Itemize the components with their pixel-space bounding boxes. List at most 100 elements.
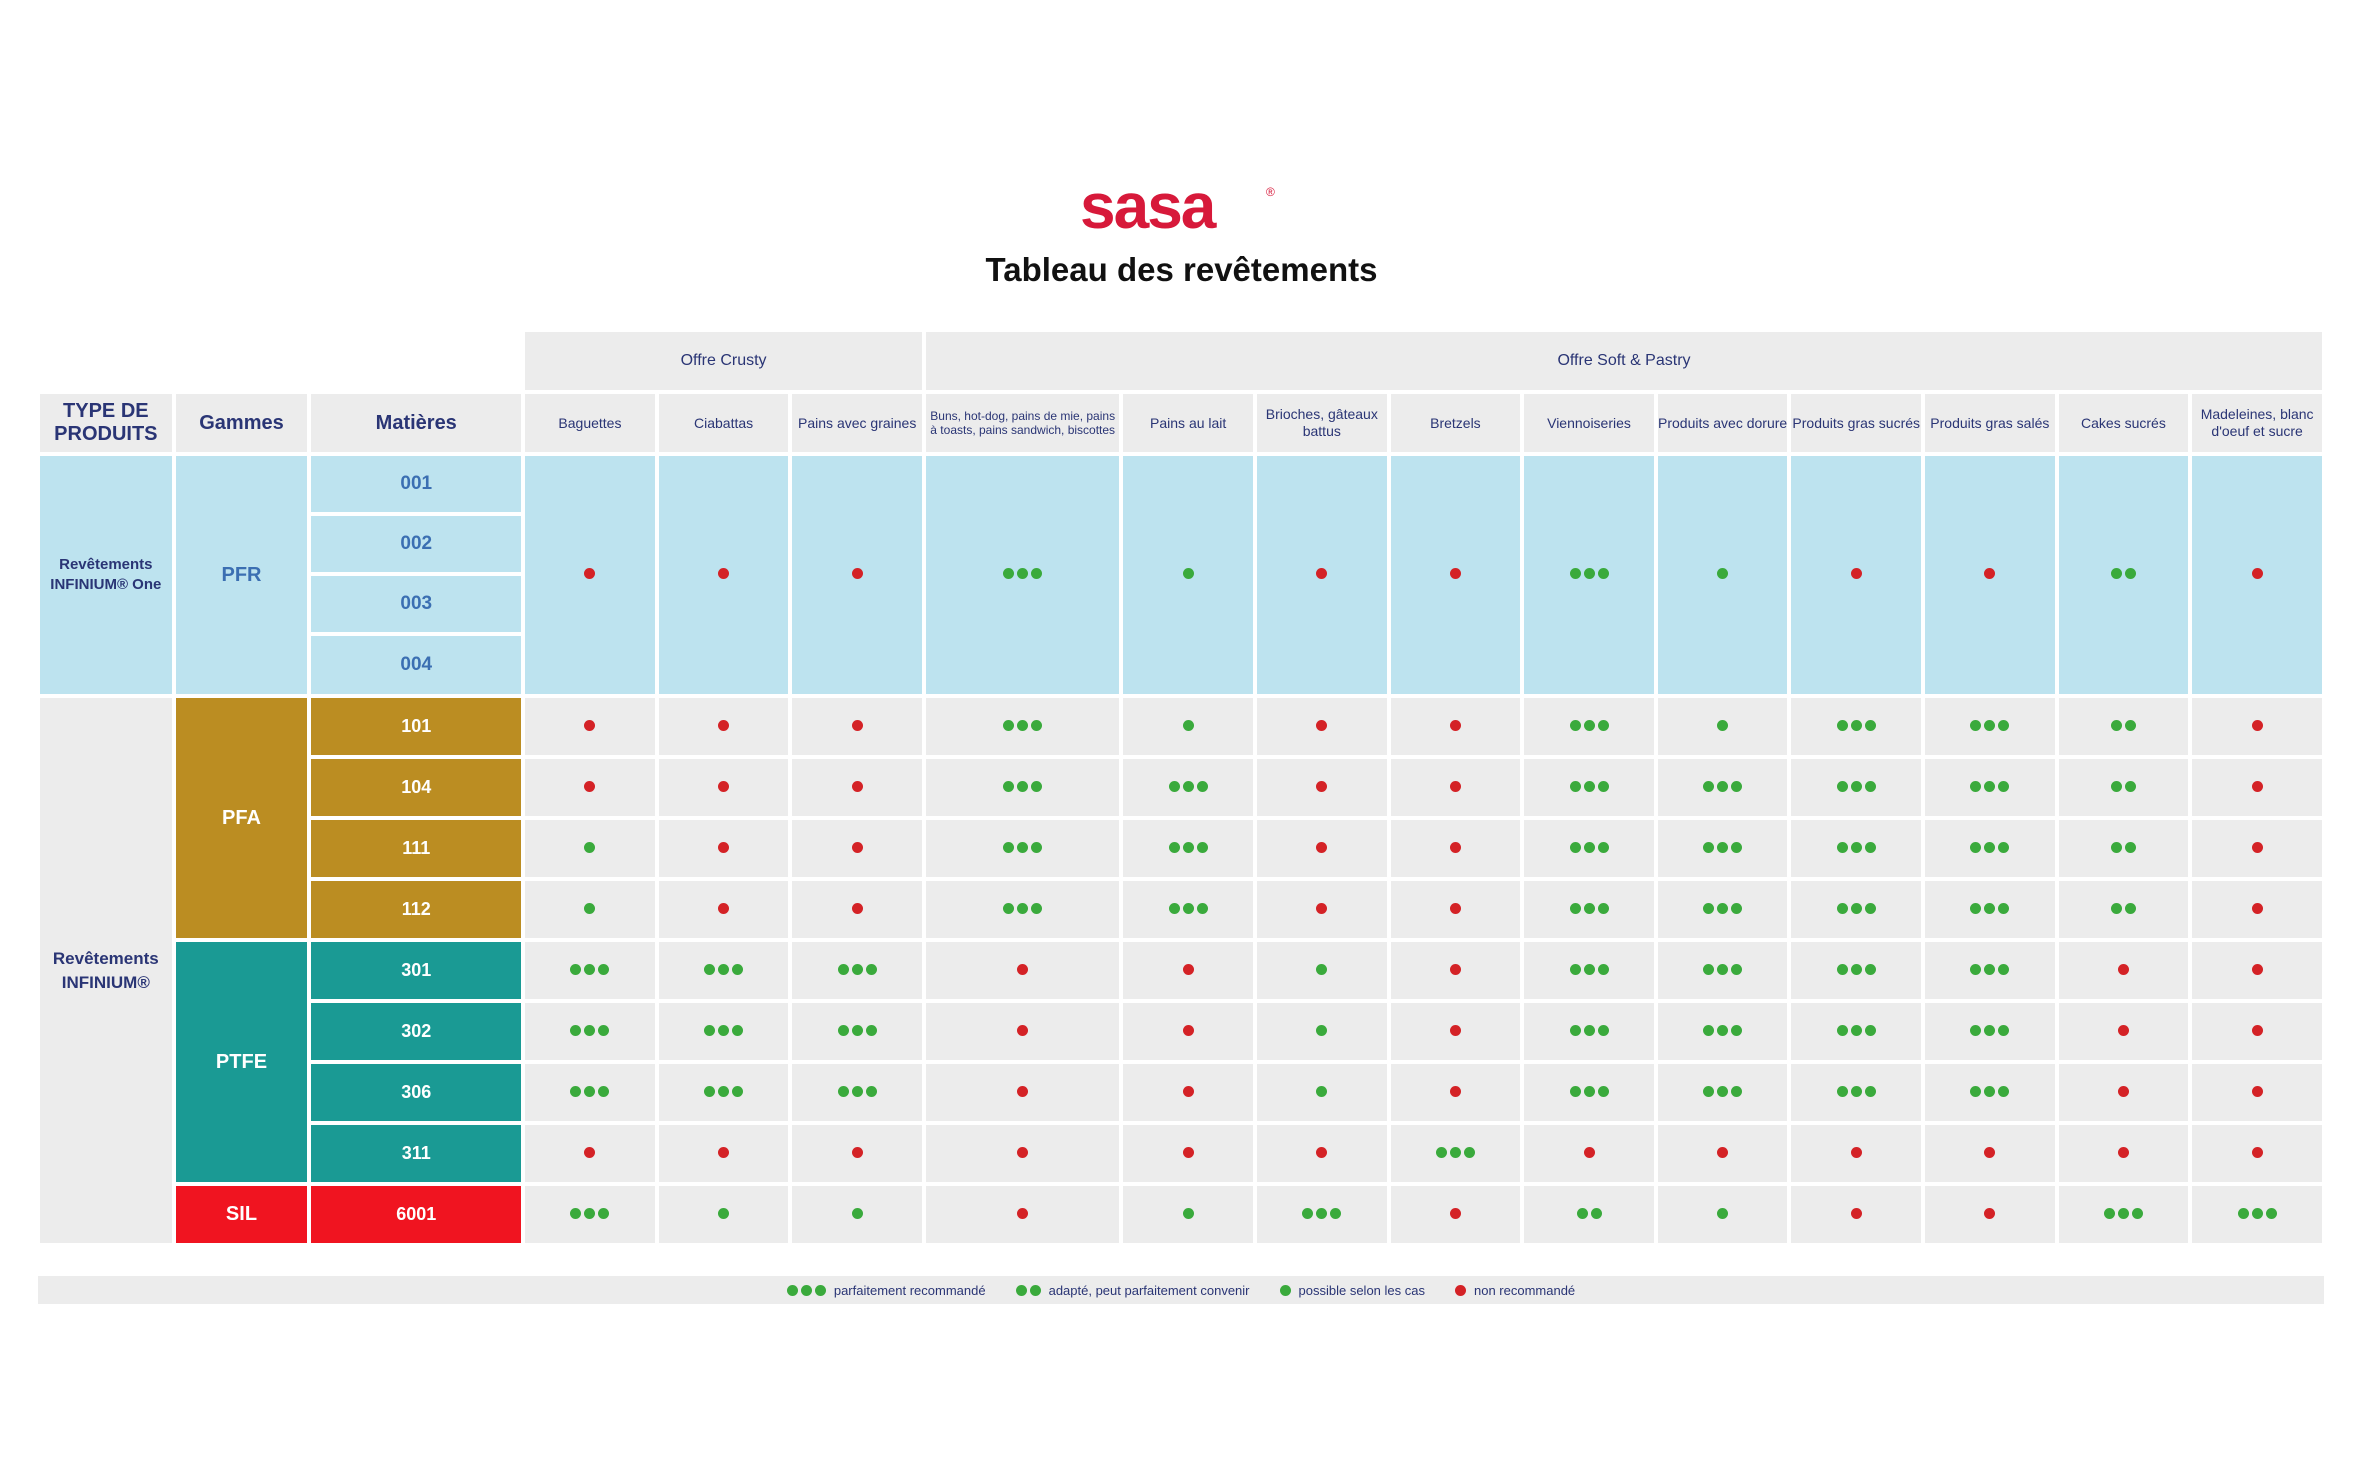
green-dot-icon <box>1836 902 1848 914</box>
rating-3-dots <box>2103 1207 2143 1219</box>
red-dot-icon <box>718 902 730 914</box>
red-dot-icon <box>2251 568 2263 579</box>
rating-3-dots <box>1836 963 1876 975</box>
green-dot-icon <box>1569 902 1581 914</box>
rating-not-recommended <box>1316 719 1328 731</box>
green-dot-icon <box>598 1207 610 1219</box>
green-dot-icon <box>1717 902 1729 914</box>
matiere-code: 302 <box>311 1003 522 1060</box>
rating-cell <box>525 1003 655 1060</box>
red-dot-icon <box>1182 1085 1194 1097</box>
rating-cell <box>1657 456 1788 694</box>
matiere-code: 306 <box>311 1064 522 1121</box>
rating-cell <box>1791 1186 1922 1243</box>
green-dot-icon <box>1017 780 1029 792</box>
rating-not-recommended <box>2251 1085 2263 1097</box>
rating-cell <box>658 1186 789 1243</box>
rating-3-dots <box>1703 963 1743 975</box>
rating-3-dots <box>1836 719 1876 731</box>
rating-cell <box>525 698 655 755</box>
rating-cell <box>1524 942 1654 999</box>
group-header: Offre Crusty <box>525 332 922 390</box>
green-dot-icon <box>570 963 582 975</box>
rating-3-dots <box>570 963 610 975</box>
green-dot-icon <box>1998 780 2010 792</box>
green-dot-icon <box>584 841 596 853</box>
rating-cell <box>1256 820 1387 877</box>
rating-cell <box>1390 942 1521 999</box>
rating-not-recommended <box>2251 1146 2263 1158</box>
red-dot-icon <box>1717 1146 1729 1158</box>
green-dot-icon <box>1984 841 1996 853</box>
green-dot-icon <box>1182 902 1194 914</box>
green-dot-icon <box>1449 1146 1461 1158</box>
rating-cell <box>525 881 655 938</box>
rating-cell <box>1524 820 1654 877</box>
green-dot-icon <box>1182 1207 1194 1219</box>
green-dot-icon <box>786 1284 798 1296</box>
rating-cell <box>1925 1186 2055 1243</box>
rating-3-dots <box>1703 841 1743 853</box>
green-dot-icon <box>837 963 849 975</box>
rating-1-dots <box>584 841 596 853</box>
rating-cell <box>925 1003 1120 1060</box>
rating-not-recommended <box>2117 1024 2129 1036</box>
red-dot-icon <box>1449 841 1461 853</box>
rating-3-dots <box>1836 1024 1876 1036</box>
rating-not-recommended <box>851 841 863 853</box>
column-header: Brioches, gâteaux battus <box>1256 394 1387 452</box>
green-dot-icon <box>1316 963 1328 975</box>
rating-not-recommended <box>2251 902 2263 914</box>
rating-not-recommended <box>2251 719 2263 731</box>
matiere-code: 104 <box>311 759 522 816</box>
rating-cell <box>1791 698 1922 755</box>
red-dot-icon <box>1850 568 1862 579</box>
rating-cell <box>792 1125 922 1182</box>
green-dot-icon <box>1182 841 1194 853</box>
rating-cell <box>1791 456 1922 694</box>
rating-cell <box>525 942 655 999</box>
column-header: Cakes sucrés <box>2058 394 2189 452</box>
rating-not-recommended <box>1017 1024 1029 1036</box>
green-dot-icon <box>1569 568 1581 579</box>
column-header: Produits avec dorure <box>1657 394 1788 452</box>
green-dot-icon <box>1970 780 1982 792</box>
green-dot-icon <box>1569 963 1581 975</box>
green-dot-icon <box>2124 902 2136 914</box>
green-dot-icon <box>1196 780 1208 792</box>
red-dot-icon <box>1449 963 1461 975</box>
rating-cell <box>792 698 922 755</box>
rating-cell <box>2058 942 2189 999</box>
red-dot-icon <box>1182 1146 1194 1158</box>
green-dot-icon <box>1031 841 1043 853</box>
rating-cell <box>2058 820 2189 877</box>
rating-3-dots <box>1970 902 2010 914</box>
green-dot-icon <box>1182 568 1194 579</box>
rating-not-recommended <box>1850 1207 1862 1219</box>
green-dot-icon <box>1597 963 1609 975</box>
header-type: TYPE DE PRODUITS <box>40 394 172 452</box>
rating-3-dots <box>1970 719 2010 731</box>
red-dot-icon <box>2117 1024 2129 1036</box>
header-gammes: Gammes <box>175 394 308 452</box>
legend-item: parfaitement recommandé <box>786 1283 986 1298</box>
green-dot-icon <box>1003 719 1015 731</box>
rating-cell <box>2192 456 2322 694</box>
green-dot-icon <box>584 963 596 975</box>
rating-cell <box>1390 1125 1521 1182</box>
rating-2-dots <box>2110 780 2136 792</box>
rating-not-recommended <box>1316 902 1328 914</box>
table-row: 112 <box>40 881 2322 938</box>
rating-not-recommended <box>2251 1024 2263 1036</box>
rating-3-dots <box>1836 841 1876 853</box>
green-dot-icon <box>1864 902 1876 914</box>
table-row: 111 <box>40 820 2322 877</box>
green-dot-icon <box>1717 963 1729 975</box>
green-dot-icon <box>1850 719 1862 731</box>
rating-not-recommended <box>1182 1024 1194 1036</box>
green-dot-icon <box>1015 1284 1027 1296</box>
green-dot-icon <box>1984 719 1996 731</box>
green-dot-icon <box>1569 719 1581 731</box>
green-dot-icon <box>1569 1085 1581 1097</box>
green-dot-icon <box>1984 780 1996 792</box>
